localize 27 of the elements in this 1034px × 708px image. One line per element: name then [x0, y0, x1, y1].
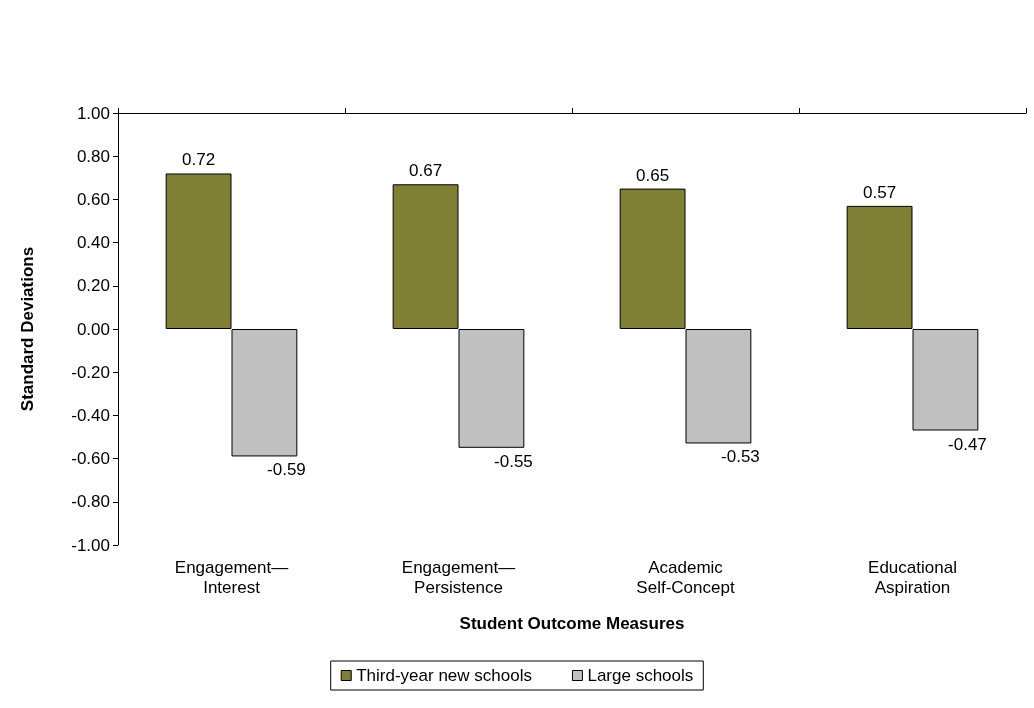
y-tick-label: -0.20 [71, 362, 110, 382]
x-tick-label: Educational Aspiration [868, 557, 957, 597]
y-tick-label: -0.60 [71, 449, 110, 469]
y-tick-label: -0.80 [71, 492, 110, 512]
x-tick-label: Engagement— Interest [174, 557, 289, 597]
data-label: -0.55 [494, 451, 533, 471]
data-label: 0.67 [409, 161, 443, 181]
y-axis-title: Standard Deviations [18, 246, 37, 412]
data-label: 0.65 [636, 165, 670, 185]
data-label: -0.47 [948, 434, 987, 454]
legend-label: Third-year new schools [356, 666, 532, 685]
y-tick-label: -0.40 [71, 405, 110, 425]
data-label: 0.72 [182, 150, 216, 170]
y-tick-label: 0.00 [76, 319, 110, 339]
data-label: 0.57 [863, 182, 897, 202]
y-tick-label: 1.00 [76, 103, 110, 123]
x-tick-label: Engagement— Persistence [401, 557, 516, 597]
y-tick-label: -1.00 [71, 535, 110, 555]
y-tick-label: 0.60 [76, 189, 110, 209]
y-tick-label: 0.20 [76, 276, 110, 296]
y-tick-label: 0.40 [76, 233, 110, 253]
legend-label: Large schools [587, 666, 694, 685]
y-tick-label: 0.80 [76, 146, 110, 166]
x-axis-title: Student Outcome Measures [459, 614, 685, 633]
data-label: -0.59 [267, 460, 306, 480]
x-tick-label: Academic Self-Concept [636, 557, 735, 597]
data-label: -0.53 [721, 447, 760, 467]
